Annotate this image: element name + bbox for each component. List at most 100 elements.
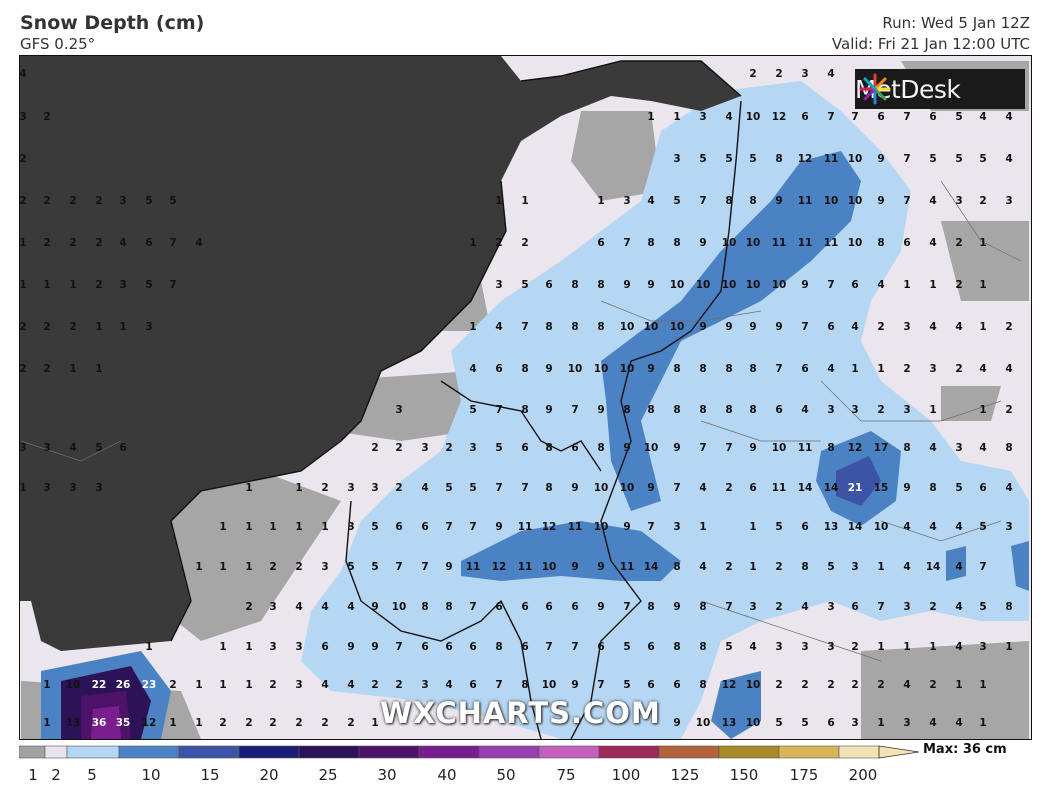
value-label: 3: [119, 279, 126, 291]
value-label: 9: [623, 442, 630, 454]
value-label: 5: [169, 195, 176, 207]
value-label: 2: [395, 442, 402, 454]
value-label: 5: [469, 404, 476, 416]
value-label: 3: [623, 195, 630, 207]
value-label: 2: [95, 195, 102, 207]
value-label: 9: [877, 153, 884, 165]
value-label: 1: [219, 641, 226, 653]
legend-swatch: [658, 745, 720, 759]
value-label: 12: [142, 717, 157, 729]
value-label: 10: [848, 153, 863, 165]
value-label: 2: [371, 442, 378, 454]
value-label: 6: [495, 601, 502, 613]
value-label: 2: [851, 679, 858, 691]
value-label: 9: [545, 404, 552, 416]
value-label: 12: [772, 111, 787, 123]
value-labels: 4 2 2 3 43 2 1 1 3 4 10 12 6 7 7 6 7 6 5 4 42 3 5 5 5 8 12 11 10 9 7 5 5…: [20, 68, 1013, 729]
value-label: 11: [518, 561, 533, 573]
value-label: 1: [295, 521, 302, 533]
value-label: 10: [824, 195, 839, 207]
legend-swatch: [718, 745, 780, 759]
value-label: 7: [699, 442, 706, 454]
value-label: 15: [874, 482, 889, 494]
value-label: 8: [749, 195, 756, 207]
value-label: 4: [929, 195, 936, 207]
value-label: 3: [827, 641, 834, 653]
value-label: 1: [195, 717, 202, 729]
value-label: 4: [421, 482, 428, 494]
value-label: 5: [725, 153, 732, 165]
value-label: 4: [347, 601, 354, 613]
value-label: 12: [798, 153, 813, 165]
value-label: 2: [69, 321, 76, 333]
value-label: 8: [571, 321, 578, 333]
value-label: 21: [848, 482, 863, 494]
legend-swatch: [598, 745, 660, 759]
value-label: 4: [495, 321, 502, 333]
value-label: 2: [95, 279, 102, 291]
legend-swatch: [418, 745, 480, 759]
value-label: 4: [1005, 363, 1012, 375]
legend-tick-label: 50: [496, 766, 516, 784]
value-label: 5: [979, 601, 986, 613]
value-label: 5: [979, 153, 986, 165]
value-label: 4: [827, 363, 834, 375]
value-label: 1: [219, 561, 226, 573]
value-label: 8: [545, 321, 552, 333]
value-label: 2: [955, 237, 962, 249]
value-label: 10: [848, 195, 863, 207]
value-label: 2: [245, 717, 252, 729]
value-label: 2: [775, 561, 782, 573]
value-label: 3: [775, 641, 782, 653]
value-label: 9: [445, 561, 452, 573]
value-label: 8: [877, 237, 884, 249]
value-label: 1: [145, 641, 152, 653]
value-label: 1: [119, 321, 126, 333]
value-label: 1: [521, 195, 528, 207]
metdesk-logo: MetDesk: [855, 69, 1025, 109]
value-label: 1: [749, 521, 756, 533]
value-label: 5: [623, 679, 630, 691]
value-label: 11: [824, 153, 839, 165]
value-label: 2: [371, 679, 378, 691]
value-label: 4: [979, 111, 986, 123]
value-label: 7: [571, 641, 578, 653]
value-label: 9: [371, 641, 378, 653]
watermark: WXCHARTS.COM: [380, 696, 661, 730]
value-label: 3: [673, 521, 680, 533]
value-label: 1: [219, 679, 226, 691]
value-label: 14: [926, 561, 941, 573]
value-label: 9: [775, 195, 782, 207]
sea-area-west: [20, 56, 201, 421]
value-label: 1: [371, 717, 378, 729]
value-label: 7: [169, 279, 176, 291]
value-label: 9: [623, 521, 630, 533]
value-label: 4: [1005, 482, 1012, 494]
model-label: GFS 0.25°: [20, 35, 96, 53]
value-label: 11: [568, 521, 583, 533]
value-label: 9: [673, 717, 680, 729]
legend-tick-label: 40: [437, 766, 457, 784]
value-label: 1: [929, 279, 936, 291]
value-label: 1: [169, 717, 176, 729]
value-label: 3: [1005, 521, 1012, 533]
metdesk-starburst-icon: [859, 73, 891, 105]
value-label: 8: [699, 404, 706, 416]
value-label: 3: [903, 321, 910, 333]
value-label: 5: [145, 195, 152, 207]
value-label: 8: [495, 641, 502, 653]
value-label: 1: [69, 279, 76, 291]
value-label: 6: [545, 601, 552, 613]
value-label: 10: [392, 601, 407, 613]
legend-tick-label: 125: [670, 766, 700, 784]
value-label: 7: [827, 279, 834, 291]
value-label: 7: [775, 363, 782, 375]
value-label: 6: [571, 601, 578, 613]
value-label: 10: [746, 111, 761, 123]
value-label: 8: [801, 561, 808, 573]
legend-swatch: [178, 745, 240, 759]
value-label: 1: [20, 237, 27, 249]
value-label: 2: [347, 717, 354, 729]
value-label: 4: [20, 68, 27, 80]
value-label: 6: [801, 111, 808, 123]
